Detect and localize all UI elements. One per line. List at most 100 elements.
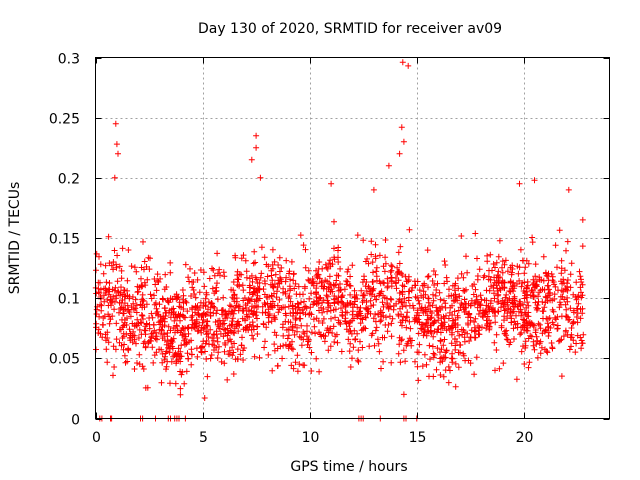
data-point <box>97 301 104 308</box>
data-point <box>147 337 153 344</box>
data-point <box>211 272 218 279</box>
data-point <box>305 336 312 343</box>
data-point <box>530 293 537 300</box>
data-point <box>370 278 376 285</box>
data-point <box>381 268 388 275</box>
data-point <box>278 305 285 311</box>
data-point <box>395 350 402 357</box>
data-point <box>331 293 338 299</box>
data-point <box>579 216 586 223</box>
data-point <box>384 300 391 307</box>
data-point <box>289 338 295 345</box>
data-point <box>466 338 473 344</box>
data-point <box>361 273 367 280</box>
data-point <box>107 316 114 323</box>
data-point <box>379 299 386 306</box>
data-point <box>430 297 437 304</box>
data-point <box>311 323 318 330</box>
data-point <box>454 312 461 319</box>
data-point <box>316 368 323 375</box>
data-point <box>415 377 422 384</box>
data-point <box>384 328 391 335</box>
data-point <box>335 244 342 251</box>
data-point <box>102 337 109 344</box>
data-point <box>188 351 195 358</box>
data-point <box>250 289 257 296</box>
data-point <box>171 317 178 324</box>
data-point <box>220 326 227 333</box>
data-point <box>253 144 260 151</box>
data-point <box>452 346 459 353</box>
data-point <box>486 326 493 333</box>
data-point <box>520 301 527 308</box>
data-point <box>164 333 171 340</box>
data-point <box>152 335 159 342</box>
data-point <box>180 314 187 320</box>
data-point <box>452 297 459 304</box>
data-point <box>428 327 434 334</box>
data-point <box>352 336 359 343</box>
data-point <box>354 330 361 337</box>
data-point <box>239 334 245 341</box>
data-point <box>399 322 405 329</box>
data-point <box>248 296 255 303</box>
data-point <box>344 268 351 275</box>
data-point <box>396 260 403 267</box>
data-point <box>313 280 320 287</box>
data-point <box>228 286 235 293</box>
data-point <box>253 132 260 139</box>
y-tick-label: 0 <box>71 413 80 429</box>
data-point <box>493 331 500 338</box>
data-point <box>524 327 531 334</box>
data-point <box>564 238 571 245</box>
data-point <box>177 385 184 392</box>
data-point <box>498 300 505 307</box>
data-point <box>118 284 124 291</box>
data-point <box>551 291 558 298</box>
data-point <box>211 304 218 311</box>
data-point <box>249 303 255 310</box>
data-point <box>579 305 586 312</box>
data-point <box>273 332 280 339</box>
data-point <box>269 304 276 311</box>
data-point <box>172 380 179 387</box>
data-point <box>180 299 187 306</box>
data-point <box>401 283 408 290</box>
data-point <box>398 337 405 344</box>
data-point <box>140 316 146 322</box>
data-point <box>300 362 307 369</box>
data-point <box>111 364 118 370</box>
data-point <box>455 364 462 371</box>
data-point <box>113 320 120 327</box>
data-point <box>542 269 549 276</box>
data-point <box>294 300 301 307</box>
data-point <box>228 321 235 328</box>
data-point <box>173 291 180 298</box>
data-point <box>475 331 482 337</box>
data-point <box>490 284 497 291</box>
data-point <box>385 162 392 169</box>
data-point <box>207 355 214 362</box>
data-point <box>424 247 431 254</box>
data-point <box>487 320 494 326</box>
axis-ticks <box>95 57 610 420</box>
data-point <box>161 337 168 344</box>
data-point <box>561 280 567 286</box>
data-point <box>553 316 559 323</box>
data-point <box>163 366 169 373</box>
data-point <box>346 300 353 307</box>
data-point <box>468 297 475 304</box>
data-point <box>441 280 448 287</box>
data-point <box>403 278 410 285</box>
data-point <box>369 286 376 293</box>
data-point <box>130 300 137 307</box>
data-point <box>323 286 330 292</box>
data-point <box>406 318 413 325</box>
data-point <box>314 271 321 278</box>
data-point <box>137 319 144 326</box>
data-point <box>227 336 233 343</box>
data-point <box>535 293 541 300</box>
data-point <box>240 252 247 259</box>
data-point <box>525 364 532 371</box>
data-point <box>432 292 439 299</box>
